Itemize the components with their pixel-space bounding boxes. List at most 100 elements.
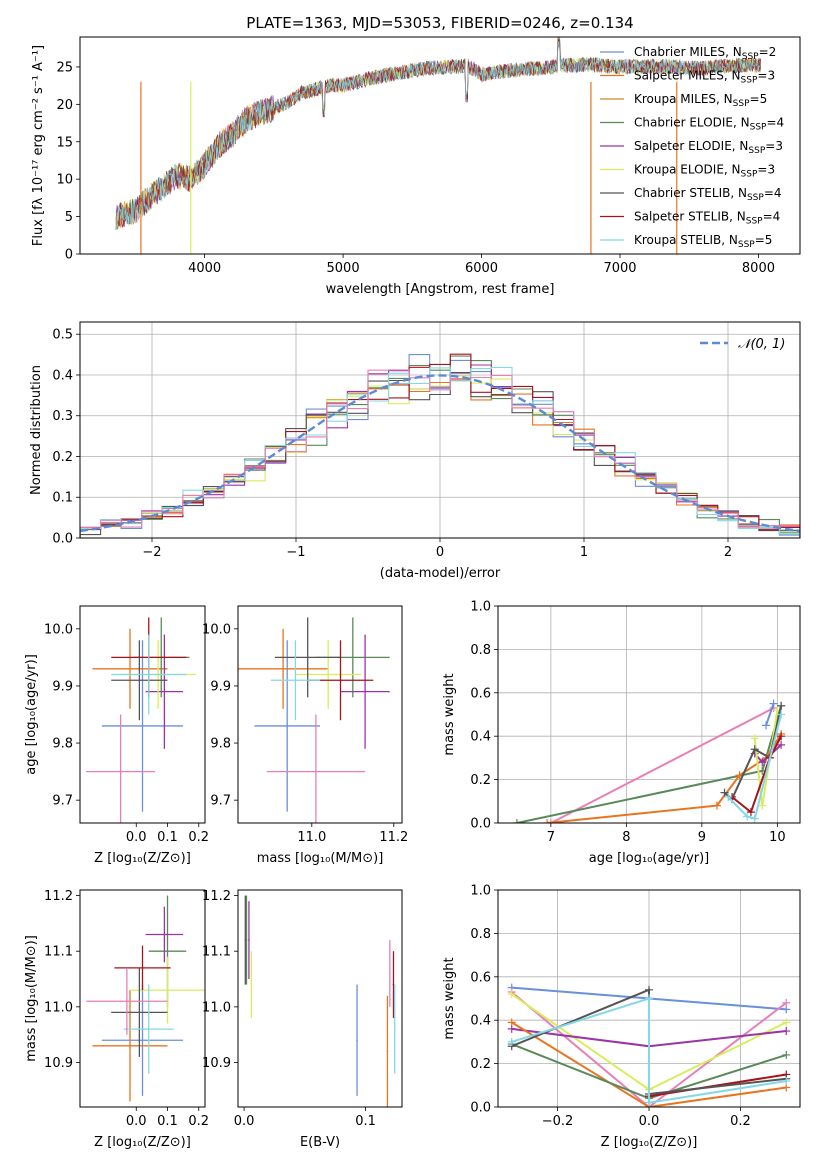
y-tick-label: 0.8 — [470, 927, 491, 942]
x-tick-label: 7000 — [603, 261, 636, 276]
y-tick-label: 0 — [65, 248, 73, 263]
x-tick-label: 0.1 — [355, 1114, 376, 1129]
data-point — [119, 770, 122, 773]
y-tick-label: 0.6 — [470, 686, 491, 701]
data-point — [129, 668, 131, 670]
y-tick-label: 11.2 — [202, 889, 231, 904]
y-tick-label: 0.6 — [470, 970, 491, 985]
data-point — [248, 939, 250, 941]
axes-frame — [237, 605, 403, 824]
weight-marker — [724, 792, 733, 801]
data-point — [163, 933, 166, 936]
axes-frame — [497, 889, 801, 1108]
x-tick-label: 0.2 — [188, 1114, 209, 1129]
weight-marker — [782, 1018, 791, 1027]
y-tick-label: 0.2 — [52, 450, 73, 465]
ebv-vs-mass-panel: 0.0 0.1 10.9 11.0 11.1 11.2 E(B-V) — [202, 889, 403, 1150]
legend-label: Salpeter ELODIE, NSSP=3 — [634, 139, 783, 156]
weight-marker — [782, 1076, 791, 1085]
x-axis-label: (data-model)/error — [380, 566, 501, 581]
data-point — [147, 1028, 150, 1030]
weight-marker — [512, 819, 521, 823]
y-tick-label: 25 — [56, 60, 73, 75]
weight-line-3 — [765, 703, 775, 726]
x-tick-label: 0.0 — [126, 1114, 147, 1129]
weight-marker — [543, 819, 552, 823]
weight-marker — [782, 998, 791, 1007]
weight-line-1 — [511, 991, 787, 1107]
legend-label: Kroupa MILES, NSSP=5 — [634, 92, 767, 109]
x-axis-label: Z [log₁₀(Z/Z⊙)] — [601, 1135, 698, 1150]
y-tick-label: 0.0 — [470, 1101, 491, 1116]
legend-label: 𝒩(0, 1) — [738, 337, 785, 352]
legend-label: Salpeter STELIB, NSSP=4 — [634, 210, 780, 227]
data-point — [364, 690, 366, 693]
weight-marker — [507, 1018, 516, 1027]
y-tick-label: 10.0 — [202, 622, 231, 637]
mass-vs-age-panel: 11.0 11.2 9.7 9.8 9.9 10.0 mass [log₁₀(M/M⊙)] — [202, 605, 408, 866]
weight-marker — [720, 788, 729, 797]
y-axis-label: age [log₁₀(age/yr)] — [24, 654, 39, 775]
x-tick-label: 0 — [436, 545, 444, 560]
figure-title: PLATE=1363, MJD=53053, FIBERID=0246, z=0… — [246, 14, 633, 32]
data-point — [147, 673, 150, 676]
y-axis-label: mass weight — [442, 957, 457, 1039]
data-point — [244, 939, 247, 941]
weight-marker — [777, 701, 786, 710]
weight-marker — [507, 990, 516, 999]
legend-label: Chabrier STELIB, NSSP=4 — [634, 186, 782, 203]
legend: 𝒩(0, 1) — [700, 337, 785, 352]
data-point — [141, 1039, 144, 1042]
y-tick-label: 0.4 — [470, 1014, 491, 1029]
x-tick-label: −1 — [286, 545, 305, 560]
weight-marker — [750, 734, 759, 743]
x-tick-label: 8 — [622, 830, 630, 845]
y-tick-label: 9.8 — [52, 737, 73, 752]
legend-label: Chabrier ELODIE, NSSP=4 — [634, 116, 784, 133]
histogram-series-8 — [80, 369, 800, 538]
weight-marker — [762, 721, 771, 730]
legend-label: Kroupa ELODIE, NSSP=3 — [634, 163, 775, 180]
weight-marker — [782, 1050, 791, 1059]
histogram-series-3 — [80, 364, 800, 538]
y-tick-label: 9.9 — [210, 679, 231, 694]
y-tick-label: 0.4 — [470, 730, 491, 745]
y-tick-label: 9.8 — [210, 737, 231, 752]
y-tick-label: 9.7 — [210, 794, 231, 809]
spectrum-line-6 — [115, 37, 762, 230]
x-tick-label: −2 — [142, 545, 161, 560]
data-point — [245, 939, 248, 941]
weight-line-8 — [511, 997, 787, 1104]
weight-marker — [743, 812, 752, 821]
y-tick-label: 9.7 — [52, 794, 73, 809]
data-point — [294, 679, 297, 682]
y-tick-label: 10.0 — [44, 622, 73, 637]
data-point — [138, 1011, 141, 1014]
y-tick-label: 11.0 — [202, 1000, 231, 1015]
x-axis-label: wavelength [Angstrom, rest frame] — [326, 282, 555, 297]
x-tick-label: 1 — [580, 545, 588, 560]
x-tick-label: 0.0 — [639, 1114, 660, 1129]
grid-group — [498, 605, 800, 824]
data-point — [129, 1044, 131, 1047]
y-axis-label: mass [log₁₀(M/M⊙)] — [24, 935, 39, 1062]
data-point — [141, 967, 144, 969]
spectrum-line-8 — [115, 40, 761, 230]
x-tick-label: 2 — [724, 545, 732, 560]
data-point — [166, 950, 169, 953]
data-point — [356, 1039, 358, 1042]
axes-frame — [79, 321, 801, 539]
data-point — [386, 1050, 389, 1053]
data-point — [327, 673, 330, 676]
y-tick-label: 0.1 — [52, 491, 73, 506]
y-tick-label: 0.8 — [470, 643, 491, 658]
legend: Chabrier MILES, NSSP=2 Salpeter MILES, NS… — [600, 45, 784, 250]
gaussian-reference-line — [80, 374, 800, 533]
weight-line-7 — [731, 735, 782, 814]
weight-line-8 — [727, 714, 783, 820]
y-axis-label: mass weight — [442, 673, 457, 755]
weight-line-6 — [648, 1073, 787, 1098]
x-tick-label: 11.0 — [297, 830, 326, 845]
weight-marker — [507, 1037, 516, 1046]
y-tick-label: 0.0 — [52, 532, 73, 547]
